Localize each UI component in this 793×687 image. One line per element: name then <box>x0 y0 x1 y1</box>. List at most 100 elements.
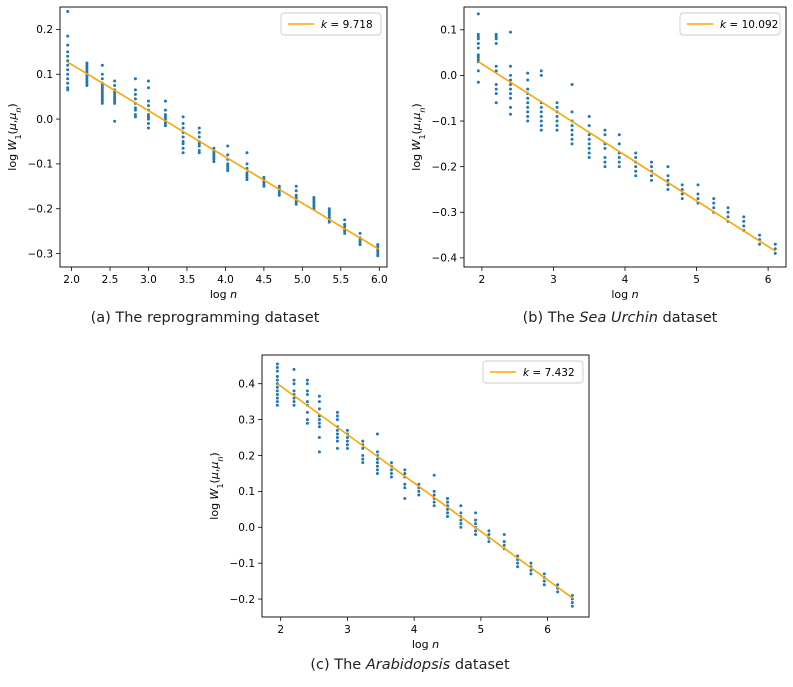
point-a-1-0 <box>85 61 89 65</box>
point-a-0-3 <box>66 50 70 54</box>
point-c-12-5 <box>446 515 450 519</box>
point-b-19-2 <box>773 251 777 255</box>
point-a-3-5 <box>113 95 117 99</box>
point-b-8-0 <box>603 128 607 132</box>
x-tick-label-a-0: 2.0 <box>63 274 80 286</box>
x-tick-label-a-2: 3.0 <box>140 274 157 286</box>
point-c-4-4 <box>335 428 339 432</box>
y-tick-label-c-5: 0.3 <box>238 414 255 426</box>
point-c-14-4 <box>474 529 478 533</box>
point-b-16-2 <box>726 215 730 219</box>
point-c-11-4 <box>432 500 436 504</box>
point-b-13-0 <box>680 183 684 187</box>
point-a-6-2 <box>163 113 167 117</box>
point-c-21-0 <box>570 593 574 597</box>
chart-reprogramming: 2.0 2.5 3.0 3.5 4.0 4.5 5.0 5.5 6.0 −0.3 −0.2 −0.1 0… <box>6 6 388 301</box>
point-a-8-2 <box>197 135 201 139</box>
point-a-14-6 <box>294 202 298 206</box>
x-tick-label-b-3: 5 <box>693 274 700 286</box>
point-a-2-12 <box>100 101 104 105</box>
y-axis-label-b: log W1(μ,μn) <box>410 103 427 170</box>
point-b-8-4 <box>603 156 607 160</box>
point-c-3-8 <box>317 450 321 454</box>
point-c-2-4 <box>305 400 309 404</box>
point-a-5-9 <box>146 126 150 130</box>
point-b-2-4 <box>509 83 513 87</box>
point-c-11-2 <box>432 493 436 497</box>
point-b-5-4 <box>555 119 559 123</box>
caption-b-pre: (b) The <box>522 310 580 326</box>
y-tick-label-c-1: −0.1 <box>230 558 256 570</box>
x-tick-label-a-8: 6.0 <box>371 274 388 286</box>
x-tick-label-a-3: 3.5 <box>179 274 196 286</box>
point-c-2-0 <box>305 378 309 382</box>
point-a-11-6 <box>245 178 249 182</box>
point-a-13-3 <box>277 191 281 195</box>
point-b-13-1 <box>680 187 684 191</box>
point-b-6-1 <box>570 110 574 114</box>
plot-area-c <box>261 354 590 618</box>
point-a-2-8 <box>100 92 104 96</box>
point-a-8-5 <box>197 144 201 148</box>
point-a-2-9 <box>100 95 104 99</box>
point-b-1-4 <box>494 64 498 68</box>
point-c-18-2 <box>529 568 533 572</box>
point-b-7-6 <box>587 151 591 155</box>
legend-label-c: k = 7.432 <box>523 367 575 379</box>
point-a-0-4 <box>66 54 70 58</box>
point-c-14-0 <box>474 511 478 515</box>
point-b-7-0 <box>587 114 591 118</box>
point-b-11-1 <box>649 165 653 169</box>
point-a-6-0 <box>163 99 167 103</box>
point-c-0-11 <box>275 403 279 407</box>
point-a-2-10 <box>100 97 104 101</box>
point-c-11-0 <box>432 473 436 477</box>
point-a-5-0 <box>146 79 150 83</box>
point-c-18-0 <box>529 561 533 565</box>
point-c-0-8 <box>275 392 279 396</box>
point-a-1-9 <box>85 81 89 85</box>
point-b-19-1 <box>773 247 777 251</box>
point-b-10-0 <box>634 151 638 155</box>
point-c-21-2 <box>570 601 574 605</box>
fit-line-b <box>477 61 776 252</box>
point-b-6-4 <box>570 128 574 132</box>
point-b-12-2 <box>666 178 670 182</box>
point-b-0-1 <box>476 32 480 36</box>
point-c-3-4 <box>317 418 321 422</box>
point-b-0-8 <box>476 57 480 61</box>
caption-b-post: dataset <box>657 310 718 326</box>
point-a-15-2 <box>312 200 316 204</box>
point-a-1-7 <box>85 77 89 81</box>
point-a-1-2 <box>85 66 89 70</box>
point-a-5-2 <box>146 99 150 103</box>
y-tick-label-b-5: 0.1 <box>440 25 457 37</box>
point-a-9-2 <box>212 151 216 155</box>
point-c-15-0 <box>487 529 491 533</box>
point-a-14-5 <box>294 200 298 204</box>
point-a-9-3 <box>212 153 216 157</box>
x-tick-label-c-3: 5 <box>478 624 485 636</box>
point-a-8-7 <box>197 151 201 155</box>
y-tick-label-b-0: −0.4 <box>432 253 458 265</box>
point-c-12-1 <box>446 500 450 504</box>
point-a-3-1 <box>113 83 117 87</box>
point-a-11-0 <box>245 151 249 155</box>
point-c-6-0 <box>361 439 365 443</box>
point-b-11-3 <box>649 174 653 178</box>
point-a-1-1 <box>85 63 89 67</box>
point-a-1-10 <box>85 83 89 87</box>
point-c-20-0 <box>556 583 560 587</box>
point-b-0-6 <box>476 53 480 57</box>
point-c-0-7 <box>275 389 279 393</box>
point-b-7-5 <box>587 146 591 150</box>
point-b-18-0 <box>758 233 762 237</box>
point-a-3-7 <box>113 99 117 103</box>
point-c-5-2 <box>345 436 349 440</box>
point-c-3-7 <box>317 436 321 440</box>
point-a-15-1 <box>312 198 316 202</box>
point-a-18-3 <box>358 240 362 244</box>
point-a-11-4 <box>245 173 249 177</box>
point-b-4-8 <box>539 128 543 132</box>
point-b-15-1 <box>712 201 716 205</box>
